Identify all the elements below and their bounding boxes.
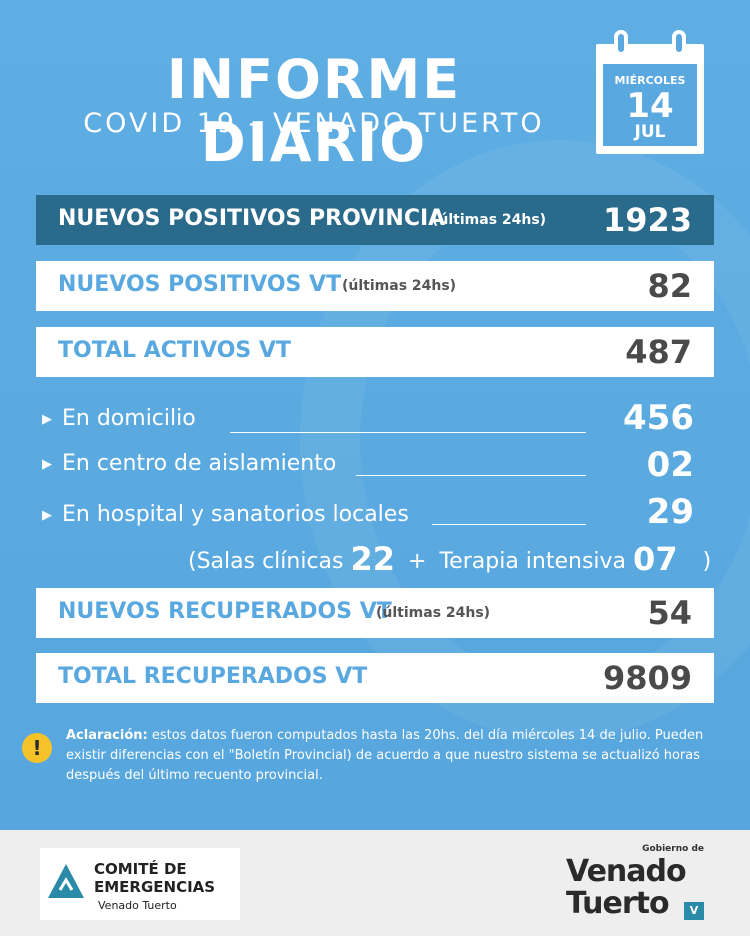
footer: COMITÉ DE EMERGENCIAS Venado Tuerto Gobi… <box>0 830 750 936</box>
terapia-label: Terapia intensiva <box>439 549 627 574</box>
paren-open: ( <box>188 549 197 574</box>
row-positivos-provincia: NUEVOS POSITIVOS PROVINCIA (últimas 24hs… <box>36 195 714 245</box>
detail-value-aislamiento: 02 <box>646 445 694 485</box>
row-positivos-vt: NUEVOS POSITIVOS VT (últimas 24hs) 82 <box>36 261 714 311</box>
divider <box>356 475 586 476</box>
disclaimer-note: Aclaración: estos datos fueron computado… <box>66 726 726 786</box>
calendar-ring <box>672 30 686 56</box>
calendar-day: 14 <box>626 86 674 126</box>
row-label: NUEVOS POSITIVOS VT <box>58 272 342 297</box>
row-label: TOTAL ACTIVOS VT <box>58 338 291 363</box>
detail-aislamiento: ▶ En centro de aislamiento <box>42 451 336 476</box>
vt-line2: Tuerto <box>566 886 670 921</box>
detail-domicilio: ▶ En domicilio <box>42 406 196 431</box>
comite-logo-box: COMITÉ DE EMERGENCIAS Venado Tuerto <box>40 848 240 920</box>
row-activos-vt: TOTAL ACTIVOS VT 487 <box>36 327 714 377</box>
calendar-month: JUL <box>634 122 666 142</box>
row-label: TOTAL RECUPERADOS VT <box>58 664 368 689</box>
calendar-weekday: MIÉRCOLES <box>614 74 686 87</box>
calendar-ring <box>614 30 628 56</box>
calendar-icon: MIÉRCOLES 14 JUL <box>596 30 704 154</box>
page-title: INFORME DIARIO <box>166 48 462 174</box>
row-value: 487 <box>625 333 692 371</box>
detail-label: En hospital y sanatorios locales <box>62 502 409 527</box>
comite-logo-icon <box>48 864 84 898</box>
bullet-icon: ▶ <box>42 456 52 472</box>
vt-badge-icon: V <box>684 902 704 920</box>
disclaimer-bold: Aclaración: <box>66 728 148 743</box>
row-note: (últimas 24hs) <box>342 278 457 294</box>
row-note: (últimas 24hs) <box>376 605 491 621</box>
comite-line2: EMERGENCIAS <box>94 878 216 896</box>
bullet-icon: ▶ <box>42 507 52 523</box>
detail-value-hospital: 29 <box>646 492 694 532</box>
row-label: NUEVOS RECUPERADOS VT <box>58 599 392 624</box>
row-note: (últimas 24hs) <box>432 212 547 228</box>
row-value: 82 <box>647 267 692 305</box>
comite-subtitle: Venado Tuerto <box>98 899 177 912</box>
row-value: 9809 <box>602 659 692 697</box>
detail-salas: (Salas clínicas 22 + Terapia intensiva 0… <box>188 540 711 578</box>
salas-value: 22 <box>350 540 396 578</box>
comite-line1: COMITÉ DE <box>94 860 187 878</box>
detail-value-domicilio: 456 <box>623 398 694 438</box>
detail-label: En centro de aislamiento <box>62 451 337 476</box>
row-label: NUEVOS POSITIVOS PROVINCIA <box>58 206 446 231</box>
row-recuperados-vt: NUEVOS RECUPERADOS VT (últimas 24hs) 54 <box>36 588 714 638</box>
warning-icon: ! <box>22 733 52 763</box>
page-subtitle: COVID 19 - VENADO TUERTO <box>83 108 545 139</box>
disclaimer-text: estos datos fueron computados hasta las … <box>66 728 704 783</box>
bullet-icon: ▶ <box>42 411 52 427</box>
salas-label: Salas clínicas <box>196 549 344 574</box>
row-total-recuperados: TOTAL RECUPERADOS VT 9809 <box>36 653 714 703</box>
divider <box>230 432 586 433</box>
terapia-value: 07 <box>633 540 678 578</box>
comite-title: COMITÉ DE EMERGENCIAS <box>94 860 215 896</box>
detail-label: En domicilio <box>62 406 196 431</box>
row-value: 54 <box>647 594 692 632</box>
divider <box>432 524 586 525</box>
row-value: 1923 <box>602 201 692 239</box>
plus-sign: + <box>408 549 427 574</box>
detail-hospital: ▶ En hospital y sanatorios locales <box>42 502 409 527</box>
vt-line1: Venado <box>566 854 687 889</box>
calendar-face: MIÉRCOLES 14 JUL <box>603 64 697 146</box>
paren-close: ) <box>702 549 712 574</box>
gobierno-label: Gobierno de <box>642 844 704 854</box>
